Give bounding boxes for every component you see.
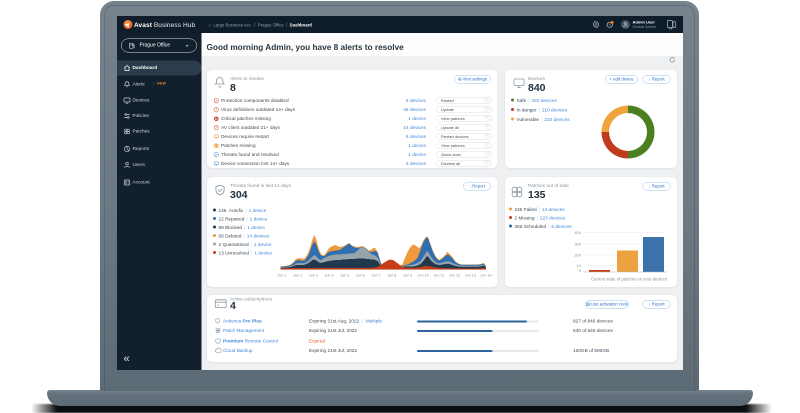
svg-text:10: 10	[577, 263, 582, 268]
svg-text:400: 400	[574, 230, 581, 235]
svg-text:200: 200	[574, 253, 581, 258]
svg-text:300: 300	[574, 242, 581, 247]
svg-text:0: 0	[579, 268, 582, 273]
